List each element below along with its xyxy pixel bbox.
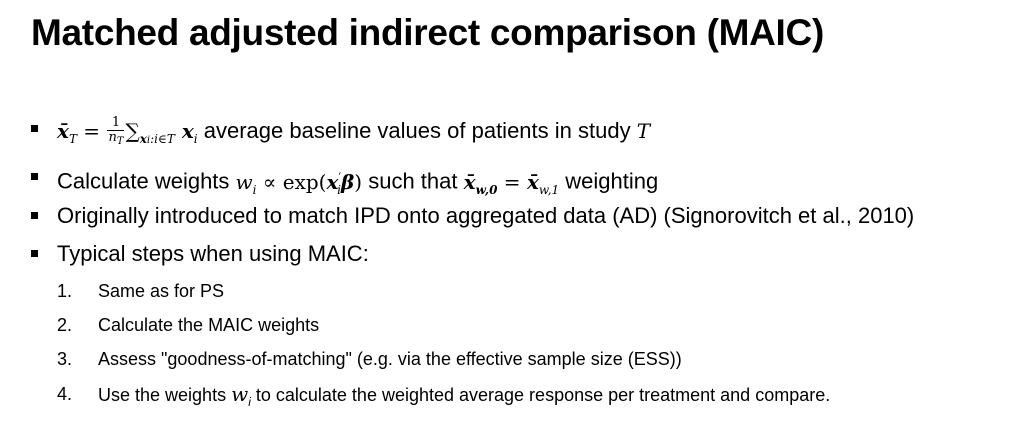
slide-title: Matched adjusted indirect comparison (MA… [31,12,824,53]
bullet-text: x̄T = 1 nT ∑xi:i∈T xi average baseline val… [57,115,651,148]
formula-mean: x̄T = 1 nT ∑xi:i∈T xi [57,115,198,148]
step-text: Calculate the MAIC weights [98,315,320,335]
bullet-square-icon [31,125,38,132]
step-number: 4. [57,384,73,404]
step-text: Same as for PS [98,281,225,301]
fraction: 1 nT [107,115,125,147]
bullet-square-icon [31,212,38,219]
step-text: Use the weights wi to calculate the weig… [98,382,831,409]
step-number: 1. [57,281,73,301]
bullet-text: Originally introduced to match IPD onto … [57,203,915,228]
step-number: 2. [57,315,73,335]
formula-weights: wi ∝ exp(x′iβ) [235,169,363,197]
formula-balance: x̄w,0 = x̄w,1 [463,169,560,197]
bullet-text: Calculate weights wi ∝ exp(x′iβ) such th… [57,168,659,197]
step-text: Assess "goodness-of-matching" (e.g. via … [98,349,682,369]
step-number: 3. [57,349,73,369]
bullet-square-icon [31,173,38,180]
bullet-text: Typical steps when using MAIC: [57,241,369,266]
bullet-square-icon [31,250,38,257]
